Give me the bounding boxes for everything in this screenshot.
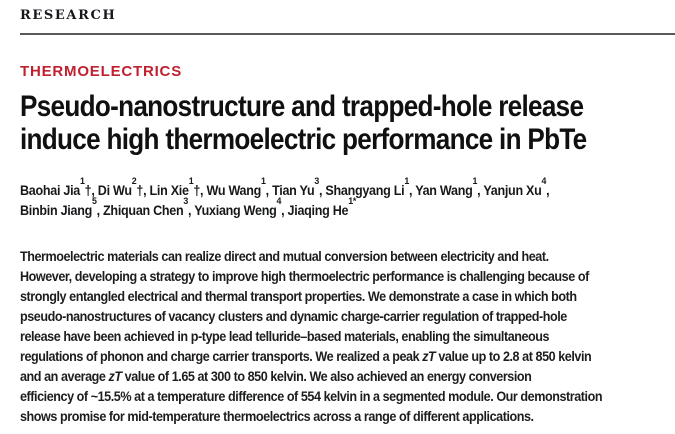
author: Shangyang Li1,	[325, 176, 413, 198]
author: Jiaqing He1*	[287, 196, 357, 218]
author: Baohai Jia1†,	[20, 176, 95, 198]
abstract-line: pseudo-nanostructures of vacancy cluster…	[20, 308, 567, 324]
author-affiliation-sup: 1*	[348, 196, 357, 207]
abstract-line: strongly entangled electrical and therma…	[20, 288, 577, 304]
abstract: Thermoelectric materials can realize dir…	[20, 246, 663, 426]
author-affiliation-sup: 3	[314, 176, 319, 187]
author: Zhiquan Chen3,	[103, 196, 192, 218]
author-affiliation-sup: 1	[188, 176, 194, 187]
italic-term: zT	[108, 368, 122, 384]
author-affiliation-sup: 2	[131, 176, 137, 187]
italic-term: zT	[422, 348, 436, 364]
abstract-line: efficiency of ~15.5% at a temperature di…	[20, 388, 603, 404]
author: Yuxiang Weng4,	[194, 196, 285, 218]
abstract-line: regulations of phonon and charge carrier…	[20, 348, 592, 364]
author-affiliation-sup: 1	[472, 176, 478, 187]
author-line: Baohai Jia1†, Di Wu2†, Lin Xie1†, Wu Wan…	[20, 176, 618, 201]
abstract-line: shows promise for mid-temperature thermo…	[20, 408, 534, 424]
article-kicker: THERMOELECTRICS	[20, 63, 182, 80]
header-rule	[20, 33, 675, 35]
title-line: induce high thermoelectric performance i…	[20, 123, 587, 156]
abstract-line: Thermoelectric materials can realize dir…	[20, 248, 549, 264]
author-line: Binbin Jiang5, Zhiquan Chen3, Yuxiang We…	[20, 196, 618, 221]
title-line: Pseudo-nanostructure and trapped-hole re…	[20, 90, 584, 123]
author-affiliation-sup: 5	[91, 196, 97, 207]
article-title: Pseudo-nanostructure and trapped-hole re…	[20, 90, 663, 156]
author: Yanjun Xu4,	[483, 176, 550, 198]
abstract-line: and an average zT value of 1.65 at 300 t…	[20, 368, 532, 384]
author-affiliation-sup: 1	[80, 176, 85, 187]
author: Wu Wang1,	[206, 176, 269, 198]
author-affiliation-sup: 4	[541, 176, 547, 187]
author-list: Baohai Jia1†, Di Wu2†, Lin Xie1†, Wu Wan…	[20, 176, 663, 221]
abstract-line: However, developing a strategy to improv…	[20, 268, 589, 284]
author: Lin Xie1†,	[149, 176, 204, 198]
author: Tian Yu3,	[272, 176, 323, 198]
author-affiliation-sup: 1	[261, 176, 266, 187]
research-section-label: RESEARCH	[20, 8, 117, 23]
author-affiliation-sup: 3	[183, 196, 189, 207]
abstract-line: release have been achieved in p-type lea…	[20, 328, 550, 344]
author: Di Wu2†,	[97, 176, 147, 198]
author: Binbin Jiang5,	[20, 196, 100, 218]
author-affiliation-sup: 1	[404, 176, 410, 187]
author: Yan Wang1,	[415, 176, 481, 198]
author-affiliation-sup: 4	[276, 196, 282, 207]
